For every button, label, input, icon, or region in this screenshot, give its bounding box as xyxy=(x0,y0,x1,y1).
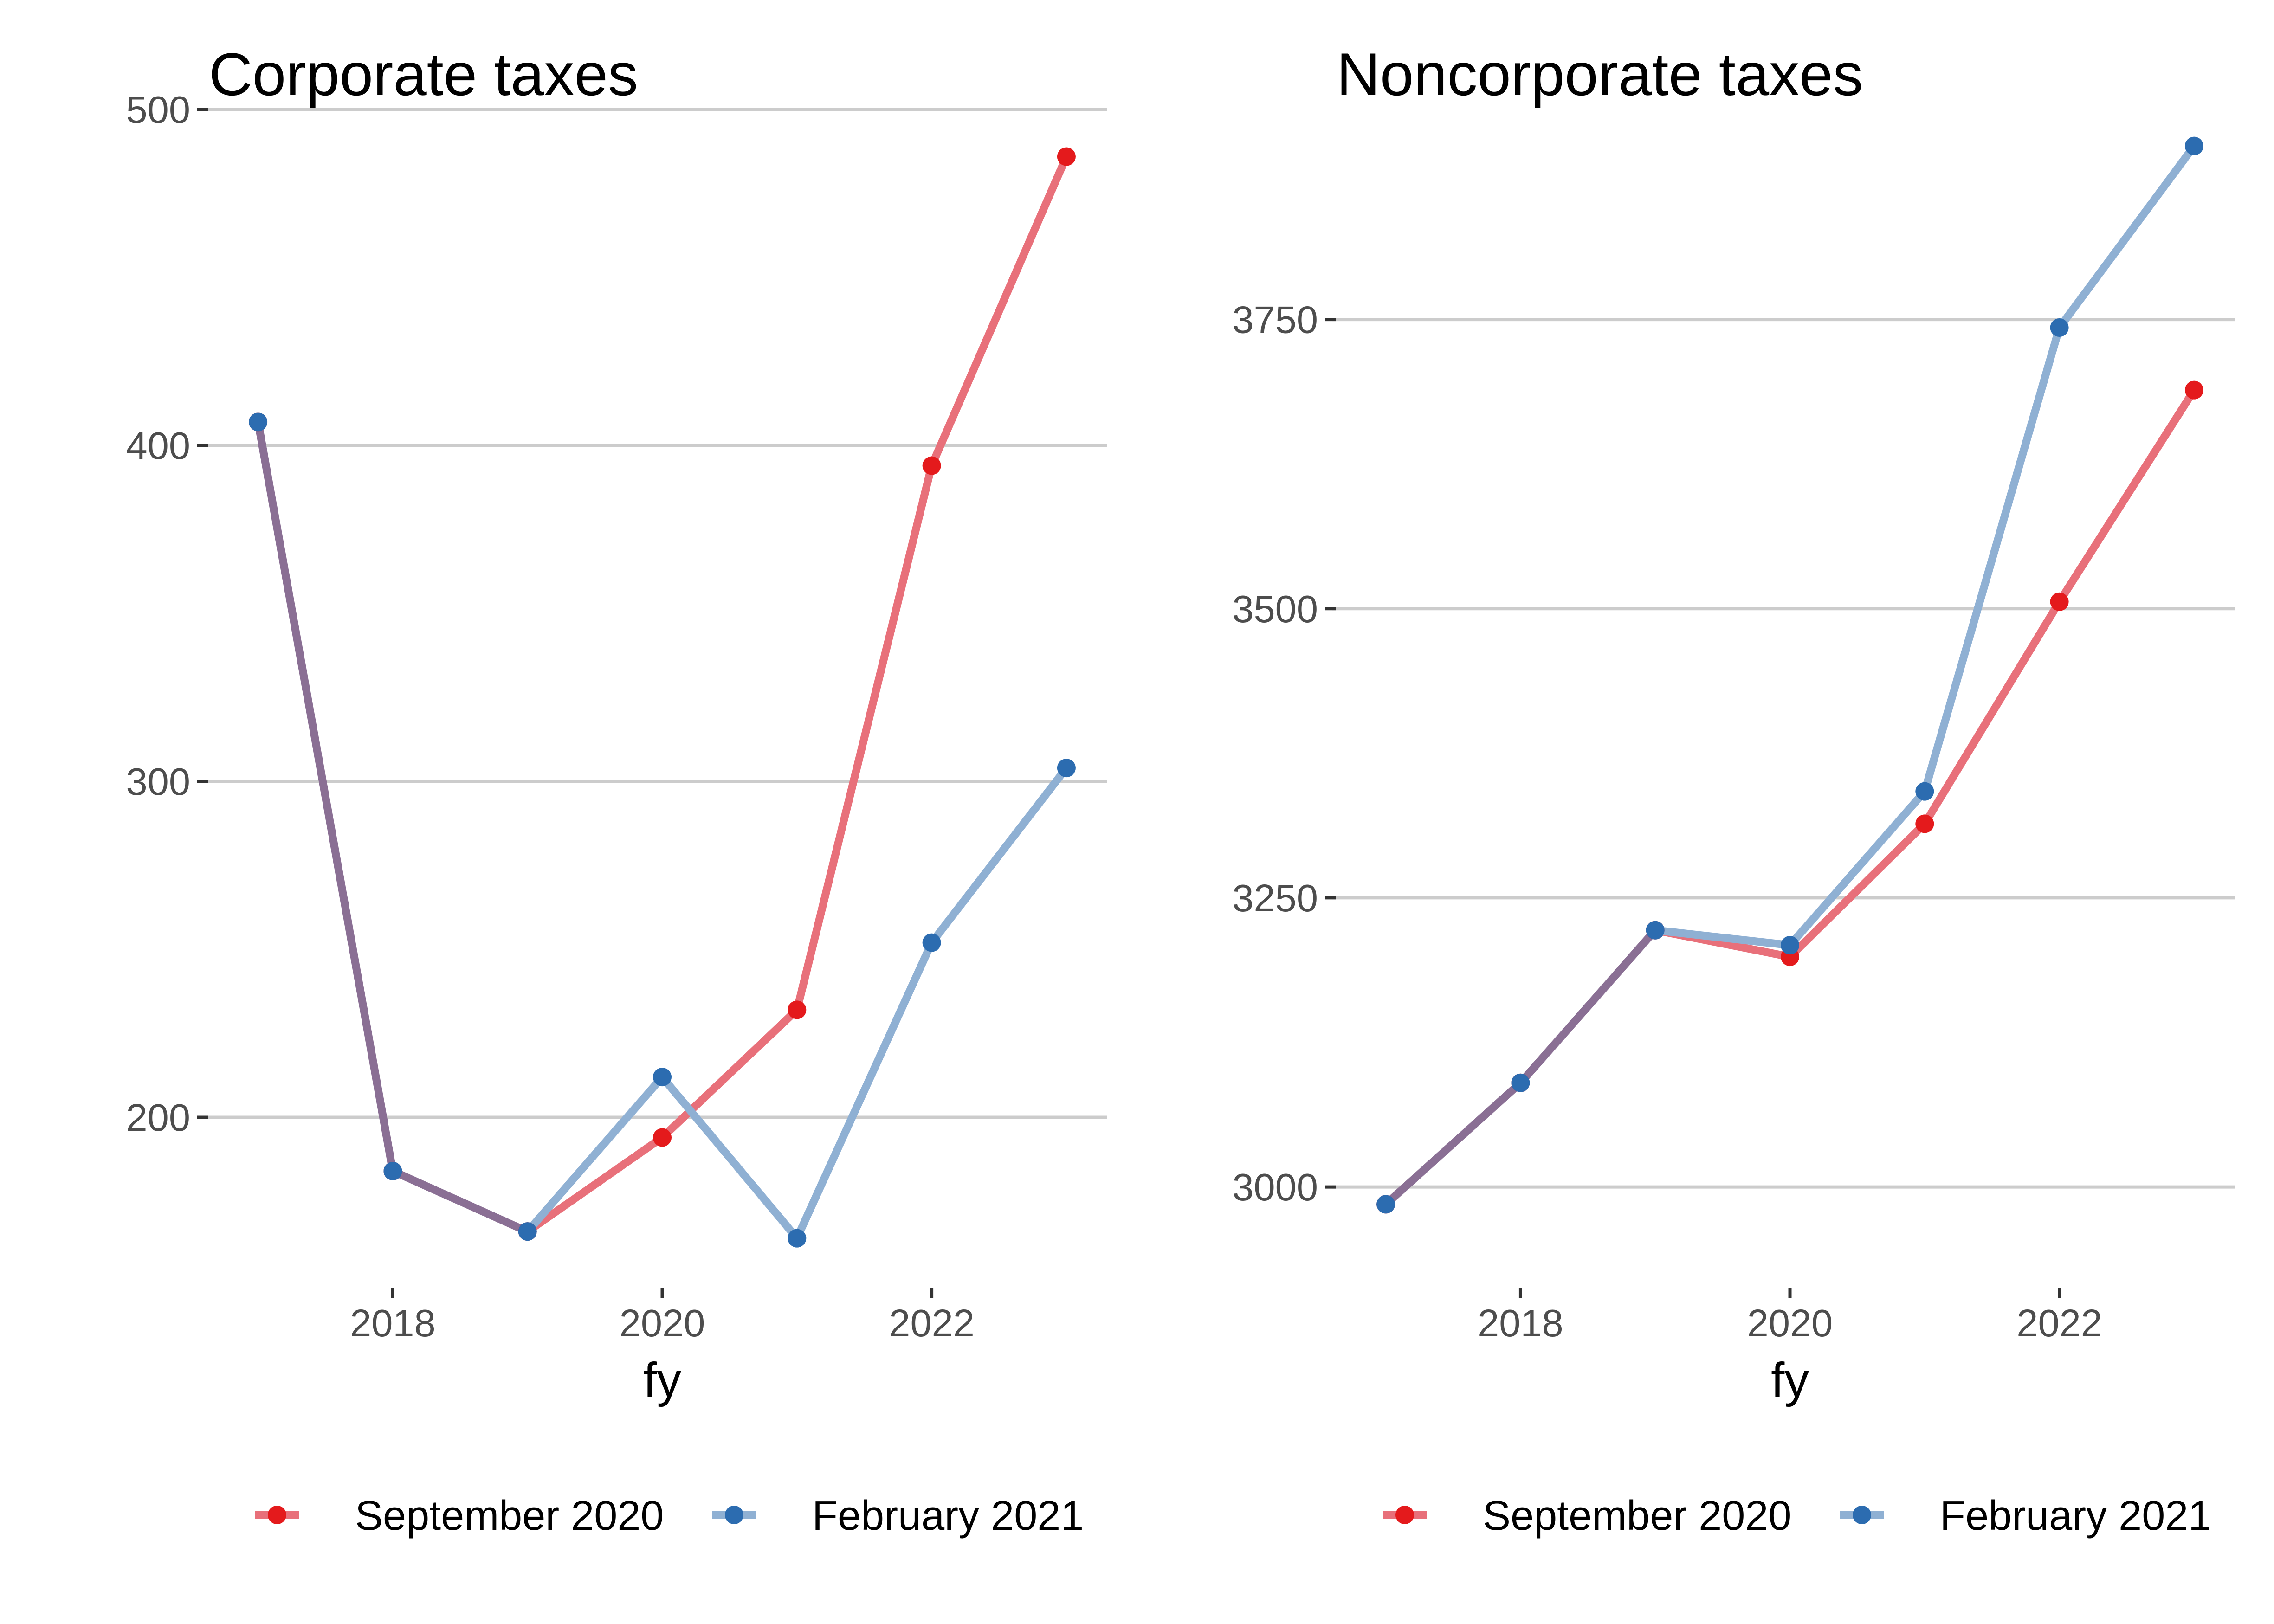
legend-label-september-2020: September 2020 xyxy=(1483,1493,1791,1539)
data-point-february-2021 xyxy=(1376,1195,1395,1214)
data-point-february-2021 xyxy=(2050,318,2069,337)
x-tick-label: 2020 xyxy=(1747,1302,1833,1345)
data-point-september-2020 xyxy=(2050,592,2069,611)
data-point-september-2020 xyxy=(788,1000,807,1019)
x-axis-title: fy xyxy=(1771,1353,1809,1407)
legend-label-february-2021: February 2021 xyxy=(1940,1493,2211,1539)
panel-title: Corporate taxes xyxy=(209,40,638,108)
data-point-february-2021 xyxy=(1915,782,1934,801)
data-point-february-2021 xyxy=(1511,1073,1530,1092)
data-point-february-2021 xyxy=(1057,759,1076,778)
data-point-february-2021 xyxy=(1646,921,1665,940)
data-point-september-2020 xyxy=(1915,814,1934,833)
series-line-overlap xyxy=(1382,926,1660,1208)
legend-label-september-2020: September 2020 xyxy=(355,1493,664,1539)
data-point-february-2021 xyxy=(518,1222,537,1241)
legend-label-february-2021: February 2021 xyxy=(812,1493,1084,1539)
data-point-september-2020 xyxy=(922,456,941,475)
data-point-september-2020 xyxy=(1057,147,1076,166)
data-point-september-2020 xyxy=(2184,380,2203,400)
noncorporate-taxes-panel: 3000 3250 3500 3750 2018 2020 2022 Noncorporat… xyxy=(1232,40,2235,1539)
y-tick-label: 200 xyxy=(126,1096,190,1139)
corporate-taxes-panel: 200 300 400 500 2018 2020 2022 Corporate taxes… xyxy=(126,40,1107,1539)
x-tick-label: 2022 xyxy=(2016,1302,2102,1345)
series-line-september-2020 xyxy=(1651,386,2198,961)
data-point-february-2021 xyxy=(249,412,268,432)
legend-key-point-september-2020 xyxy=(268,1506,286,1524)
legend: September 2020 February 2021 xyxy=(1383,1493,2211,1539)
data-point-february-2021 xyxy=(653,1068,672,1087)
x-tick-label: 2018 xyxy=(350,1302,436,1345)
data-point-february-2021 xyxy=(788,1229,807,1248)
y-tick-label: 3750 xyxy=(1232,298,1318,342)
x-axis-title: fy xyxy=(643,1353,681,1407)
panel-title: Noncorporate taxes xyxy=(1337,40,1863,108)
y-tick-label: 3250 xyxy=(1232,876,1318,920)
y-tick-label: 300 xyxy=(126,760,190,803)
x-tick-label: 2018 xyxy=(1478,1302,1563,1345)
data-point-february-2021 xyxy=(922,933,941,952)
data-point-september-2020 xyxy=(653,1128,672,1147)
y-tick-label: 500 xyxy=(126,88,190,131)
y-tick-label: 400 xyxy=(126,424,190,467)
data-point-february-2021 xyxy=(383,1161,402,1180)
series-line-overlap xyxy=(254,418,532,1236)
data-point-february-2021 xyxy=(1781,936,1800,955)
x-tick-label: 2020 xyxy=(620,1302,705,1345)
y-tick-label: 3000 xyxy=(1232,1166,1318,1209)
data-point-february-2021 xyxy=(2184,136,2203,155)
legend-key-point-september-2020 xyxy=(1395,1506,1414,1524)
legend: September 2020 February 2021 xyxy=(255,1493,1084,1539)
x-tick-label: 2022 xyxy=(889,1302,975,1345)
series-line-september-2020 xyxy=(523,153,1071,1236)
legend-key-point-february-2021 xyxy=(1853,1506,1871,1524)
legend-key-point-february-2021 xyxy=(725,1506,743,1524)
y-tick-label: 3500 xyxy=(1232,587,1318,631)
